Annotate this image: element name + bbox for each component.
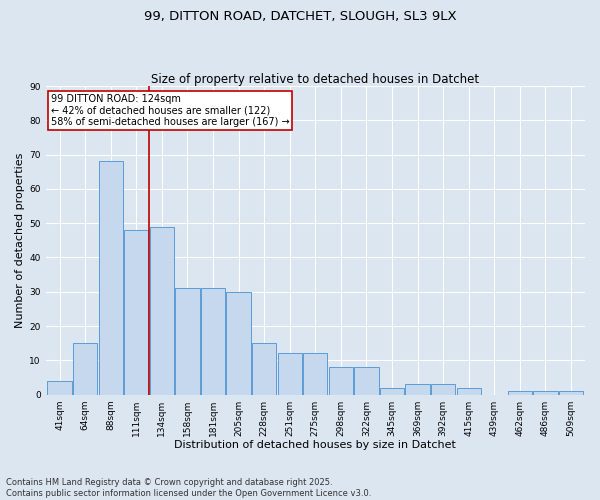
Bar <box>329 367 353 394</box>
X-axis label: Distribution of detached houses by size in Datchet: Distribution of detached houses by size … <box>175 440 456 450</box>
Title: Size of property relative to detached houses in Datchet: Size of property relative to detached ho… <box>151 73 479 86</box>
Bar <box>380 388 404 394</box>
Bar <box>226 292 251 395</box>
Bar <box>98 162 123 394</box>
Bar <box>124 230 148 394</box>
Bar <box>175 288 200 395</box>
Text: Contains HM Land Registry data © Crown copyright and database right 2025.
Contai: Contains HM Land Registry data © Crown c… <box>6 478 371 498</box>
Bar <box>252 343 276 394</box>
Bar <box>303 354 328 395</box>
Bar <box>278 354 302 395</box>
Text: 99, DITTON ROAD, DATCHET, SLOUGH, SL3 9LX: 99, DITTON ROAD, DATCHET, SLOUGH, SL3 9L… <box>143 10 457 23</box>
Bar <box>431 384 455 394</box>
Bar <box>354 367 379 394</box>
Bar <box>201 288 225 395</box>
Bar <box>508 391 532 394</box>
Bar <box>150 226 174 394</box>
Bar <box>406 384 430 394</box>
Y-axis label: Number of detached properties: Number of detached properties <box>15 152 25 328</box>
Bar <box>47 381 72 394</box>
Bar <box>559 391 583 394</box>
Bar <box>73 343 97 394</box>
Bar <box>533 391 557 394</box>
Bar <box>457 388 481 394</box>
Text: 99 DITTON ROAD: 124sqm
← 42% of detached houses are smaller (122)
58% of semi-de: 99 DITTON ROAD: 124sqm ← 42% of detached… <box>51 94 290 127</box>
